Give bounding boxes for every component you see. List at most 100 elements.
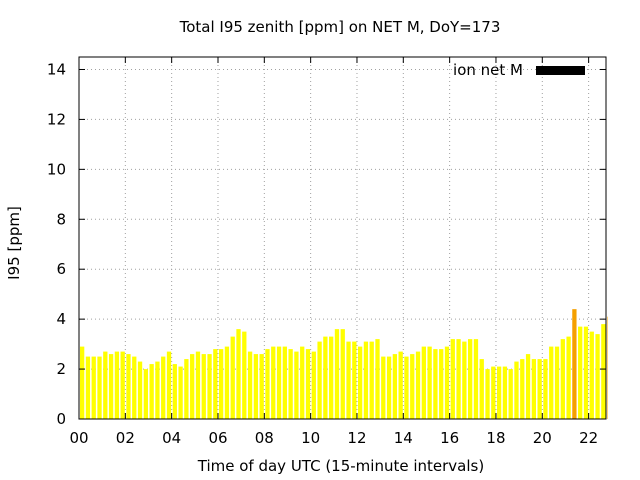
bar <box>531 359 537 419</box>
bar <box>161 356 166 419</box>
y-tick-label: 2 <box>56 360 66 378</box>
bar <box>137 361 143 419</box>
bar <box>496 366 502 419</box>
x-tick-label: 14 <box>394 429 413 447</box>
y-tick-label: 12 <box>47 110 66 128</box>
bar <box>207 354 212 419</box>
x-tick-label: 02 <box>116 429 135 447</box>
y-tick-label: 14 <box>47 60 66 78</box>
bar <box>282 346 287 419</box>
bar <box>91 356 96 419</box>
bar <box>357 346 363 419</box>
bar <box>427 346 432 419</box>
bar <box>166 351 172 419</box>
bar <box>132 356 137 419</box>
bar <box>479 359 484 419</box>
bar <box>578 326 583 419</box>
bar <box>184 359 189 419</box>
bar <box>583 326 589 419</box>
bar <box>520 359 525 419</box>
bar <box>340 329 345 419</box>
bar <box>143 369 148 419</box>
grid <box>79 57 606 419</box>
bar <box>213 349 218 419</box>
x-axis-label: Time of day UTC (15-minute intervals) <box>197 457 484 475</box>
bar <box>114 351 120 419</box>
y-tick-label: 0 <box>56 410 66 428</box>
bar <box>201 354 206 419</box>
bar <box>572 309 577 419</box>
bar <box>485 369 490 419</box>
bar <box>80 346 85 419</box>
bar <box>456 339 461 419</box>
ticks <box>78 57 606 420</box>
bar <box>311 351 316 419</box>
bar <box>554 346 560 419</box>
bar <box>468 339 473 419</box>
bar <box>253 354 259 419</box>
y-tick-label: 10 <box>47 160 66 178</box>
bar <box>381 356 386 419</box>
y-tick-labels: 0 2 4 6 8 10 12 14 <box>47 60 66 428</box>
plot-frame <box>78 56 607 420</box>
bar <box>294 351 299 419</box>
bar <box>323 336 328 419</box>
x-tick-label: 16 <box>440 429 459 447</box>
bar <box>334 329 340 419</box>
bar <box>375 339 380 419</box>
bar <box>120 351 125 419</box>
bar <box>560 339 565 419</box>
bar <box>276 346 282 419</box>
legend: ion net M <box>453 61 585 79</box>
y-tick-label: 8 <box>56 210 66 228</box>
y-axis-label: I95 [ppm] <box>5 206 23 280</box>
x-tick-labels: 00 02 04 06 08 10 12 14 16 18 20 22 <box>69 429 598 447</box>
x-tick-label: 10 <box>301 429 320 447</box>
bar <box>444 346 450 419</box>
bar <box>508 369 513 419</box>
bar <box>398 351 403 419</box>
bar <box>218 349 224 419</box>
bar <box>346 341 351 419</box>
bar <box>172 364 177 419</box>
bar <box>317 341 322 419</box>
bar <box>97 356 102 419</box>
bar <box>195 351 201 419</box>
x-tick-label: 08 <box>255 429 274 447</box>
x-tick-label: 18 <box>486 429 505 447</box>
x-tick-label: 00 <box>69 429 88 447</box>
bar <box>288 349 293 419</box>
bar <box>242 331 247 419</box>
bar <box>421 346 426 419</box>
bar <box>155 361 160 419</box>
bar <box>415 351 421 419</box>
bar <box>265 349 270 419</box>
bar <box>178 366 183 419</box>
bar <box>236 329 241 419</box>
bar <box>149 364 154 419</box>
bar <box>369 341 374 419</box>
chart-title: Total I95 zenith [ppm] on NET M, DoY=173 <box>179 18 501 36</box>
legend-swatch <box>536 66 585 75</box>
x-tick-label: 12 <box>347 429 366 447</box>
bar <box>410 354 415 419</box>
bar <box>566 336 571 419</box>
bar <box>190 354 195 419</box>
x-tick-label: 06 <box>208 429 227 447</box>
bar <box>433 349 438 419</box>
bar <box>247 351 253 419</box>
bar <box>305 349 311 419</box>
bar <box>450 339 455 419</box>
y-tick-label: 6 <box>56 260 66 278</box>
bar <box>514 361 519 419</box>
bar <box>525 354 531 419</box>
bar <box>537 359 542 419</box>
bar <box>502 366 508 419</box>
bars <box>80 309 608 419</box>
bar <box>386 356 392 419</box>
bar <box>352 341 357 419</box>
bar <box>392 354 398 419</box>
bar <box>549 346 554 419</box>
bar <box>462 341 467 419</box>
